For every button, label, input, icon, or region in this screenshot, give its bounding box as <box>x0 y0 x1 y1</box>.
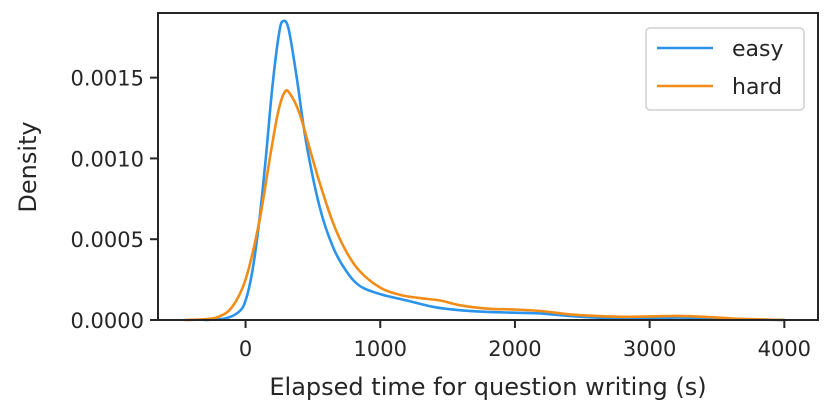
y-tick-label: 0.0015 <box>71 67 144 91</box>
y-axis: 0.0000 0.0005 0.0010 0.0015 <box>71 67 158 333</box>
y-tick-label: 0.0000 <box>71 309 144 333</box>
x-tick-label: 3000 <box>623 337 676 361</box>
x-tick-label: 4000 <box>758 337 811 361</box>
x-axis: 0 1000 2000 3000 4000 <box>239 320 811 361</box>
series-line-hard <box>183 89 786 322</box>
x-tick-label: 2000 <box>488 337 541 361</box>
legend-label-hard: hard <box>732 75 782 100</box>
plot-frame <box>157 12 819 321</box>
y-tick-label: 0.0010 <box>71 147 144 171</box>
y-tick-label: 0.0005 <box>71 228 144 252</box>
x-tick-label: 0 <box>239 337 252 361</box>
x-tick-label: 1000 <box>354 337 407 361</box>
series-line-easy <box>203 19 786 322</box>
legend: easy hard <box>645 27 805 111</box>
y-axis-label: Density <box>14 121 42 212</box>
plot-curves <box>183 19 786 322</box>
legend-label-easy: easy <box>732 37 784 62</box>
x-axis-label: Elapsed time for question writing (s) <box>269 373 706 401</box>
